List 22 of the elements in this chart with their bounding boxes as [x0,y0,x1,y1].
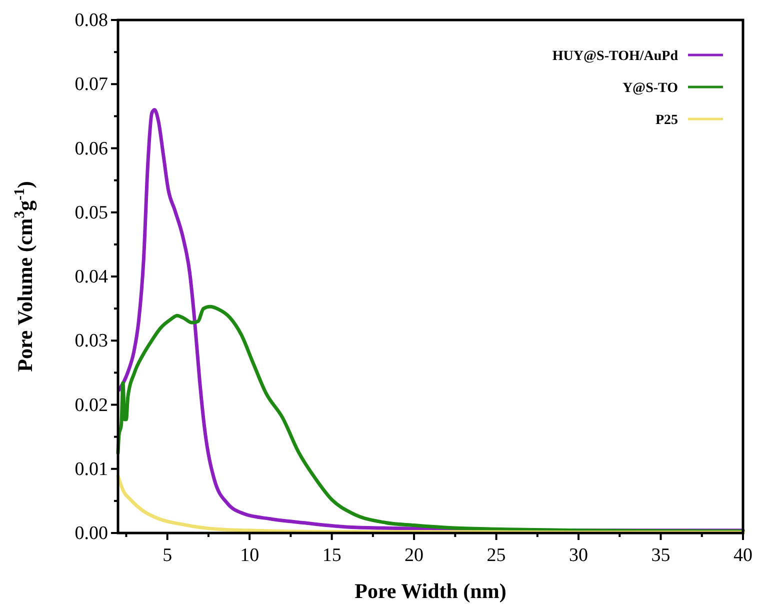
y-tick-label: 0.01 [74,458,108,480]
x-tick-label: 15 [322,545,342,566]
y-tick-label: 0.02 [74,394,108,416]
y-tick-label: 0.08 [74,10,108,31]
y-tick-label: 0.06 [74,138,108,160]
x-tick-label: 25 [486,545,506,566]
y-tick-label: 0.05 [74,202,108,224]
y-tick-label: 0.07 [74,74,108,96]
line-series [116,474,745,534]
x-tick-label: 30 [569,545,588,566]
x-tick-label: 20 [404,545,424,566]
x-tick-label: 10 [240,545,260,566]
x-tick-label: 35 [651,545,670,566]
legend-label: P25 [655,113,678,128]
y-tick-label: 0.03 [74,330,108,352]
legend-label: Y@S-TO [622,81,678,96]
x-tick-label: 5 [162,545,172,566]
x-tick-label: 40 [734,545,752,566]
y-tick-label: 0.00 [74,523,108,544]
legend-label: HUY@S-TOH/AuPd [552,49,678,64]
y-tick-label: 0.04 [74,266,108,288]
x-axis-title: Pore Width (nm) [354,579,506,603]
